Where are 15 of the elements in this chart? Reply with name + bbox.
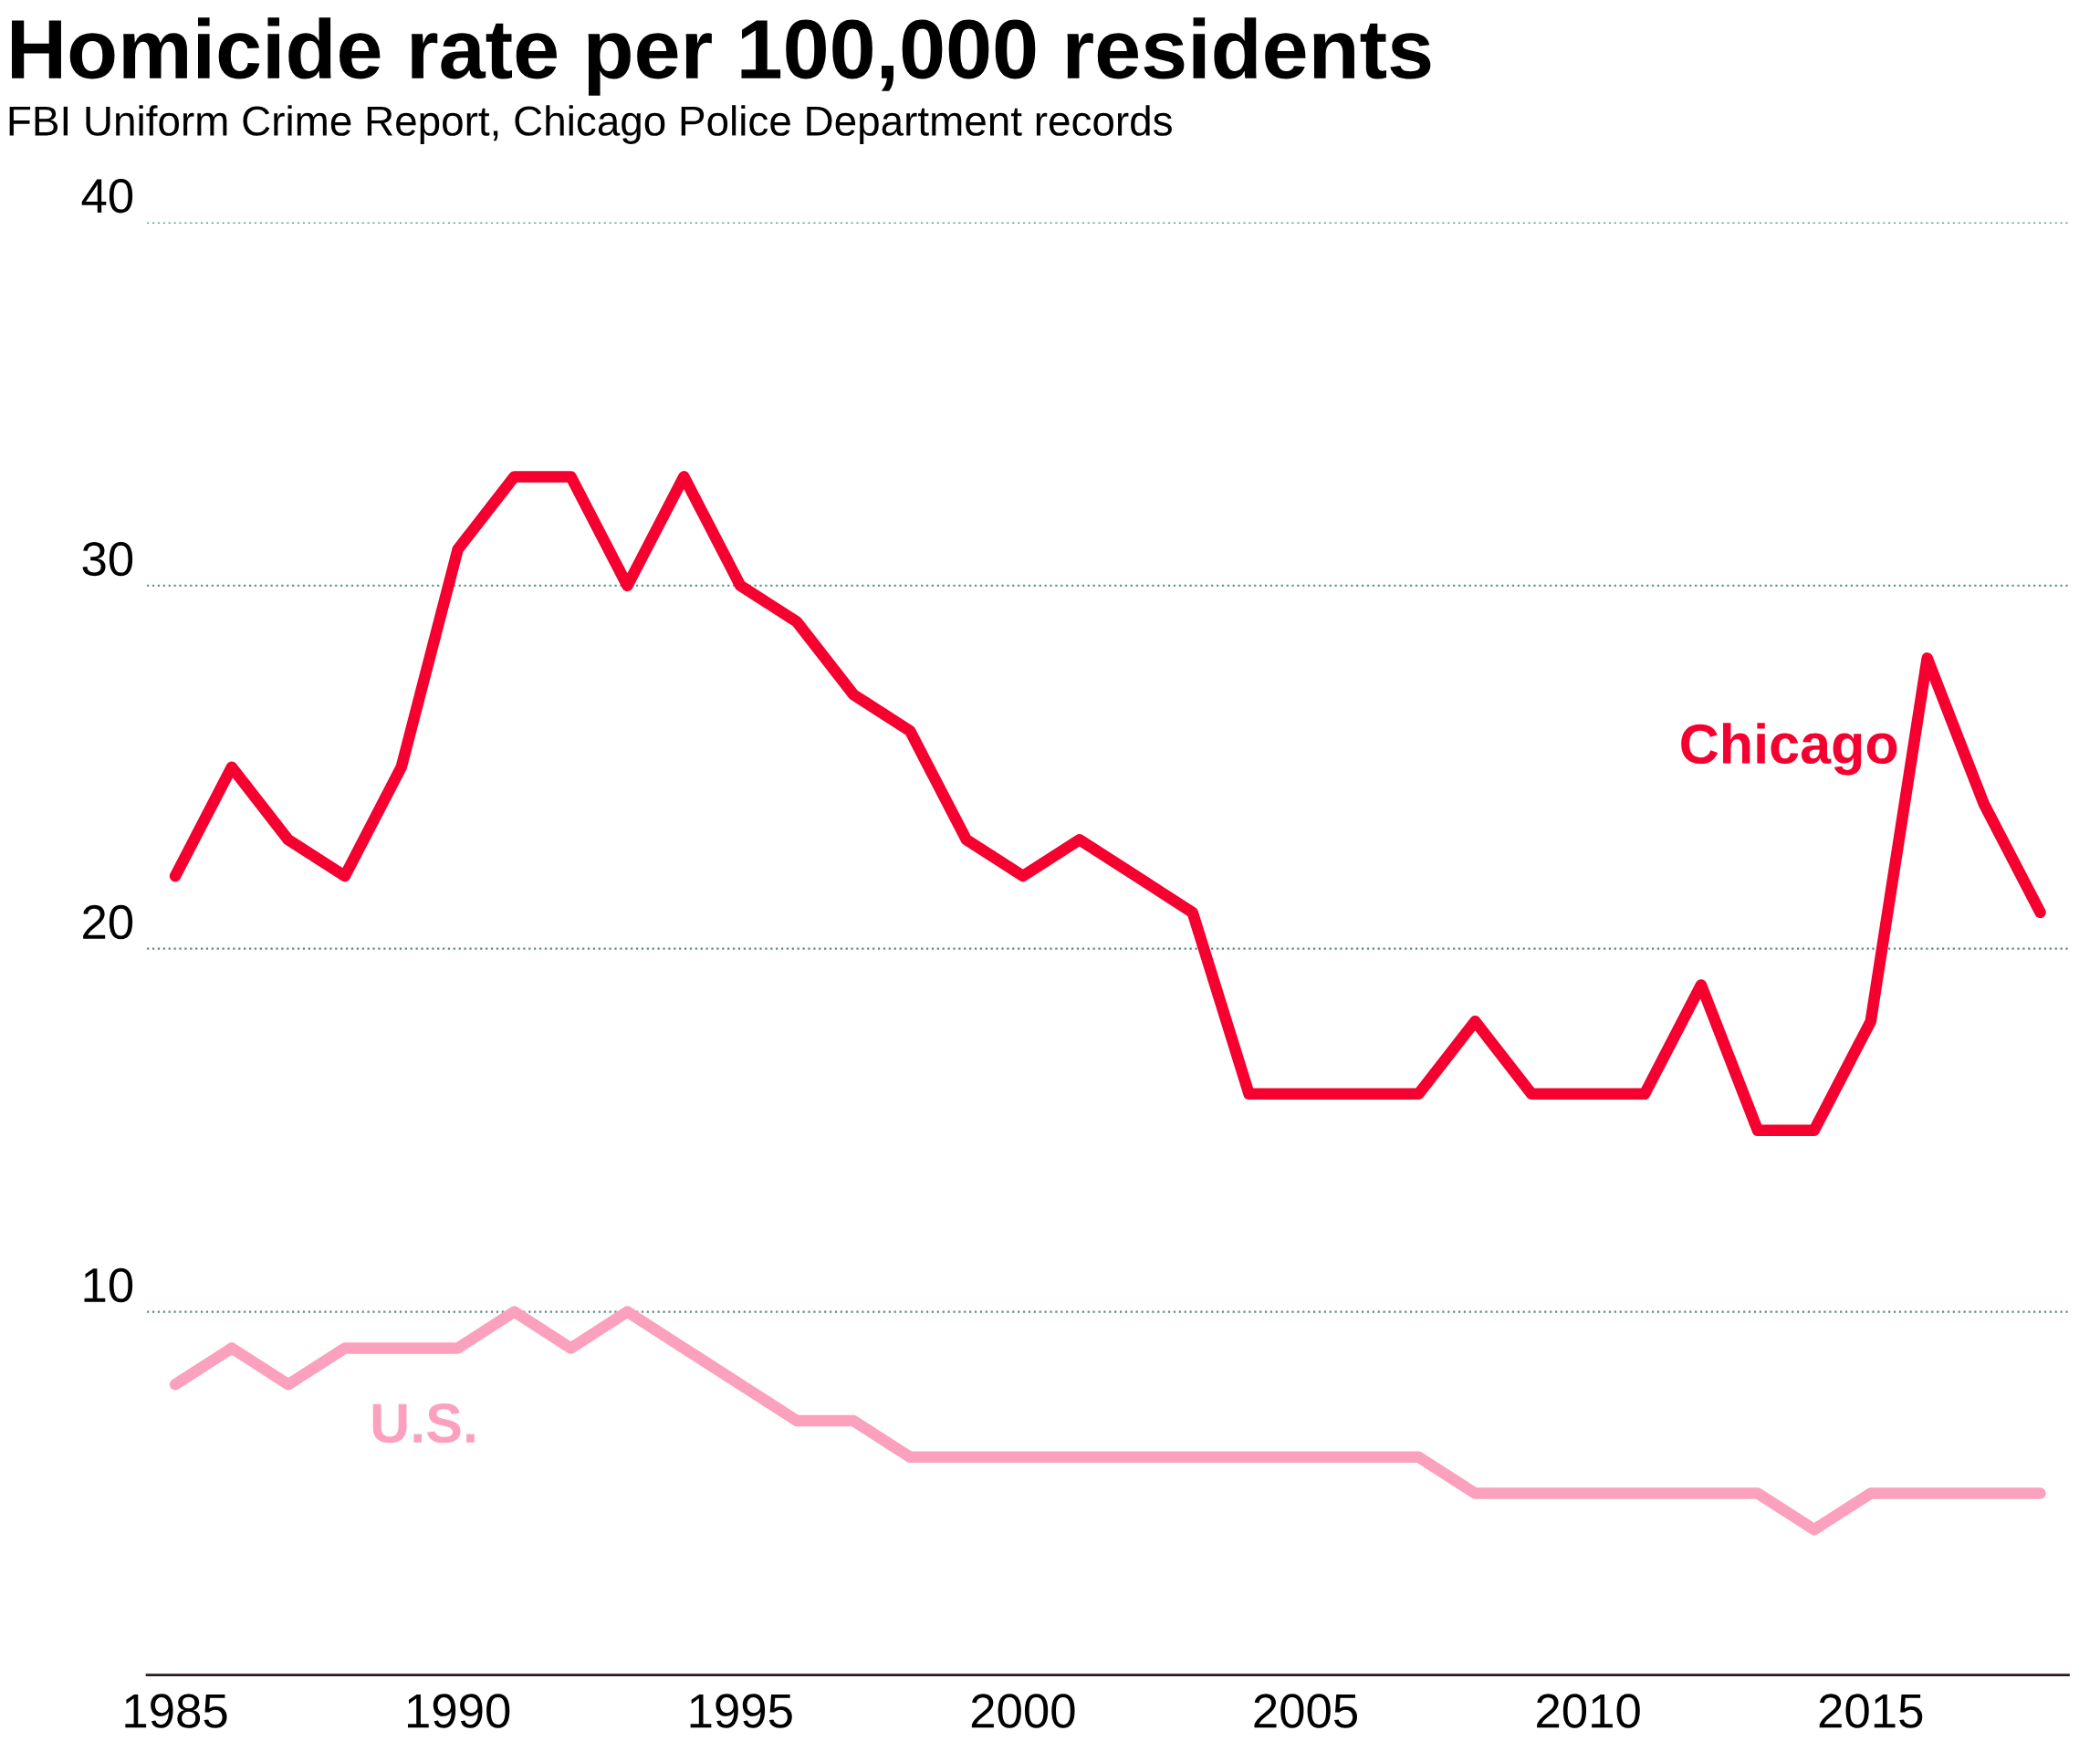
chart-subtitle: FBI Uniform Crime Report, Chicago Police Department records	[9, 105, 1172, 144]
x-tick-label: 1990	[407, 1694, 510, 1728]
x-tick-label: 2000	[971, 1694, 1075, 1728]
y-tick-label: 10	[84, 1267, 133, 1303]
chart-title: Homicide rate per 100,000 residents	[12, 17, 1431, 96]
series-label: U.S.	[372, 1403, 475, 1444]
x-tick-label: 2010	[1537, 1694, 1640, 1728]
series-label: Chicago	[1681, 723, 1897, 776]
x-tick-label: 2015	[1819, 1694, 1923, 1728]
x-tick-label: 1995	[690, 1694, 792, 1728]
y-tick-label: 30	[82, 541, 133, 577]
x-tick-label: 2005	[1254, 1694, 1358, 1728]
y-tick-label: 40	[81, 179, 133, 214]
x-tick-label: 1985	[125, 1694, 227, 1728]
y-tick-label: 20	[83, 904, 133, 940]
